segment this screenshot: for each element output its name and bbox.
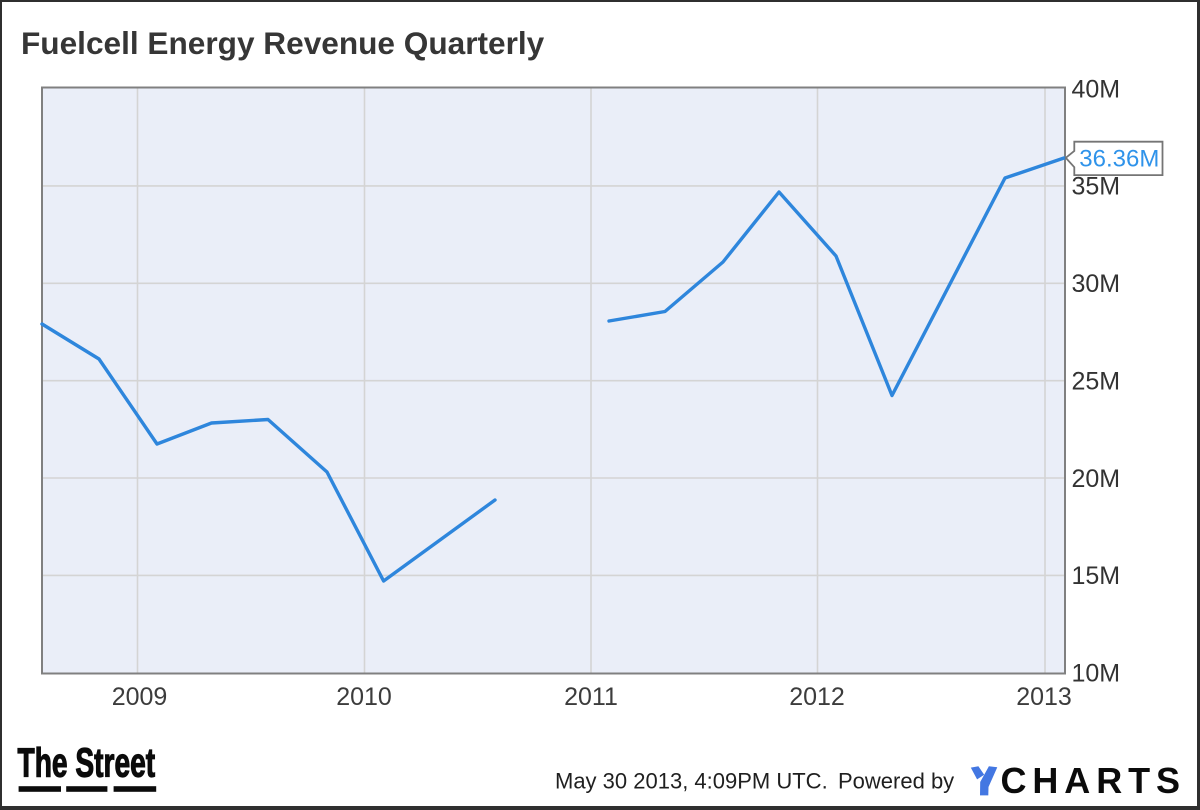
svg-text:The Street: The Street xyxy=(18,740,156,785)
svg-text:36.36M: 36.36M xyxy=(1079,146,1159,173)
svg-text:May 30 2013, 4:09PM UTC.: May 30 2013, 4:09PM UTC. xyxy=(555,769,828,794)
svg-text:10M: 10M xyxy=(1072,660,1121,688)
svg-text:35M: 35M xyxy=(1072,173,1121,201)
svg-text:2012: 2012 xyxy=(789,683,845,711)
svg-text:30M: 30M xyxy=(1072,270,1121,298)
svg-text:CHARTS: CHARTS xyxy=(1001,760,1186,801)
svg-text:Powered by: Powered by xyxy=(838,769,954,794)
svg-text:2010: 2010 xyxy=(336,683,392,711)
svg-text:25M: 25M xyxy=(1072,368,1121,396)
svg-text:2013: 2013 xyxy=(1016,683,1072,711)
svg-text:15M: 15M xyxy=(1072,562,1121,590)
svg-text:20M: 20M xyxy=(1072,465,1121,493)
svg-text:2011: 2011 xyxy=(564,683,618,711)
svg-text:40M: 40M xyxy=(1072,75,1121,103)
svg-text:2009: 2009 xyxy=(112,683,168,711)
